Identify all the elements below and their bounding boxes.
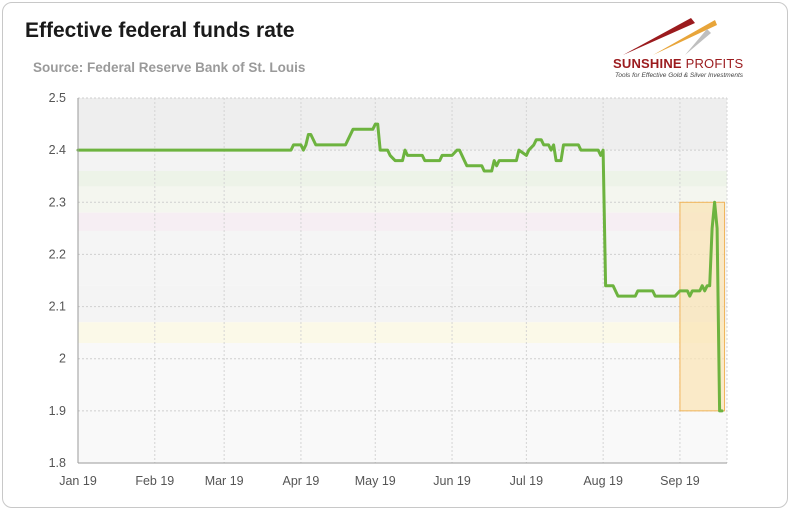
rate-line bbox=[76, 122, 724, 413]
grid-lines bbox=[78, 97, 728, 463]
x-tick-label: Apr 19 bbox=[283, 474, 320, 488]
y-tick-label: 2.4 bbox=[49, 143, 66, 157]
chart-source: Source: Federal Reserve Bank of St. Loui… bbox=[33, 60, 306, 75]
x-tick-label: Sep 19 bbox=[660, 474, 700, 488]
background-band bbox=[78, 171, 727, 187]
chart-title: Effective federal funds rate bbox=[25, 19, 295, 42]
logo-name-bold: SUNSHINE bbox=[613, 56, 682, 71]
rate-series bbox=[76, 122, 724, 413]
x-tick-label: Mar 19 bbox=[205, 474, 244, 488]
x-tick-label: Jan 19 bbox=[59, 474, 97, 488]
y-tick-labels: 1.8 1.9 2 2.1 2.2 2.3 2.4 2.5 bbox=[49, 91, 66, 470]
x-tick-label: Aug 19 bbox=[583, 474, 623, 488]
y-tick-label: 2.1 bbox=[49, 300, 66, 314]
y-tick-label: 1.9 bbox=[49, 404, 66, 418]
background-band bbox=[78, 230, 727, 286]
y-tick-label: 2 bbox=[59, 352, 66, 366]
axes bbox=[77, 98, 727, 464]
x-tick-labels: Jan 19 Feb 19 Mar 19 Apr 19 May 19 Jun 19 Jul … bbox=[59, 474, 700, 488]
x-tick-label: May 19 bbox=[355, 474, 396, 488]
logo-name: SUNSHINE PROFITS bbox=[613, 56, 743, 71]
background-bands bbox=[78, 98, 727, 463]
logo-rays-icon bbox=[623, 18, 717, 55]
background-band bbox=[78, 285, 727, 323]
background-band bbox=[78, 343, 727, 463]
logo-tagline: Tools for Effective Gold & Silver Invest… bbox=[615, 72, 744, 79]
y-tick-label: 1.8 bbox=[49, 456, 66, 470]
background-band bbox=[78, 322, 727, 344]
x-tick-label: Jun 19 bbox=[433, 474, 471, 488]
background-band bbox=[78, 212, 727, 231]
sunshine-profits-logo: SUNSHINE PROFITS Tools for Effective Gol… bbox=[603, 15, 773, 85]
background-band bbox=[78, 98, 727, 151]
logo-name-light: PROFITS bbox=[681, 56, 744, 71]
y-tick-label: 2.2 bbox=[49, 247, 66, 261]
y-tick-label: 2.3 bbox=[49, 195, 66, 209]
y-tick-label: 2.5 bbox=[49, 91, 66, 105]
x-tick-label: Feb 19 bbox=[135, 474, 174, 488]
background-band bbox=[78, 186, 727, 213]
x-tick-label: Jul 19 bbox=[510, 474, 543, 488]
